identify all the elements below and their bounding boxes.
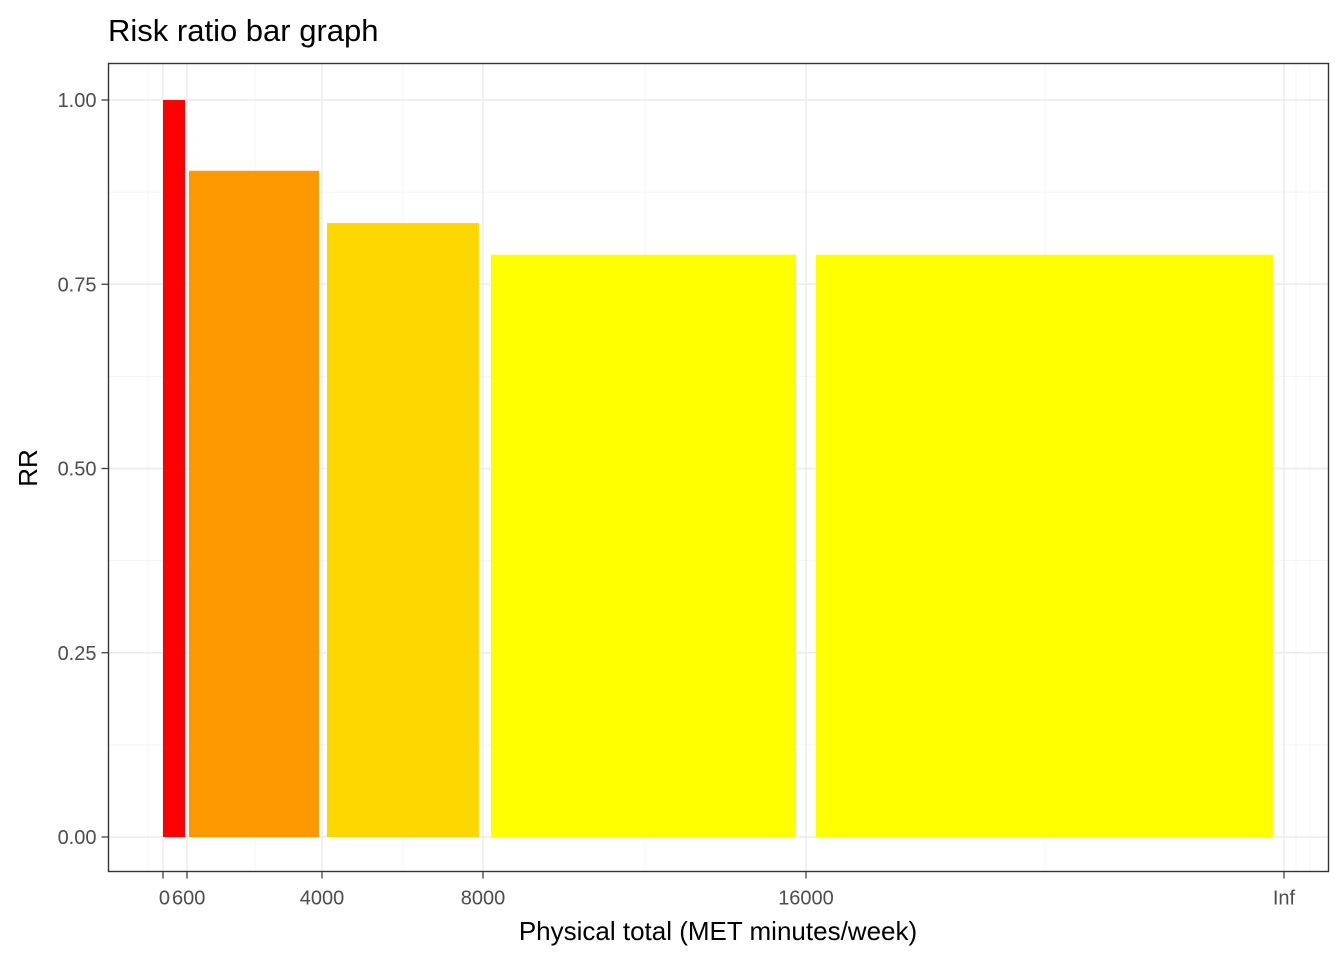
x-tick-label: Inf — [1273, 888, 1296, 910]
x-tick-label: 600 — [172, 888, 205, 910]
bar-16000-Inf — [816, 254, 1273, 837]
chart-title: Risk ratio bar graph — [108, 13, 379, 48]
x-tick-label: 8000 — [461, 888, 506, 910]
bar-600-4000 — [189, 170, 319, 837]
x-tick-label: 0 — [159, 888, 170, 910]
x-axis-title: Physical total (MET minutes/week) — [519, 916, 917, 946]
x-tick-label: 4000 — [300, 888, 345, 910]
y-tick-label: 0.75 — [58, 274, 97, 296]
y-tick-label: 0.00 — [58, 827, 97, 849]
y-axis-title: RR — [13, 449, 43, 487]
x-tick-label: 16000 — [778, 888, 834, 910]
plot-panel-border — [107, 62, 1330, 873]
y-tick-label: 1.00 — [58, 90, 97, 112]
x-axis: 0 600 4000 8000 16000 Inf — [159, 871, 1296, 910]
bars — [163, 100, 1273, 838]
bar-8000-16000 — [491, 254, 796, 837]
y-tick-label: 0.50 — [58, 459, 97, 481]
bar-0-600 — [163, 100, 185, 837]
bar-4000-8000 — [327, 223, 479, 838]
y-tick-label: 0.25 — [58, 643, 97, 665]
y-axis: 0.00 0.25 0.50 0.75 1.00 — [58, 90, 109, 849]
